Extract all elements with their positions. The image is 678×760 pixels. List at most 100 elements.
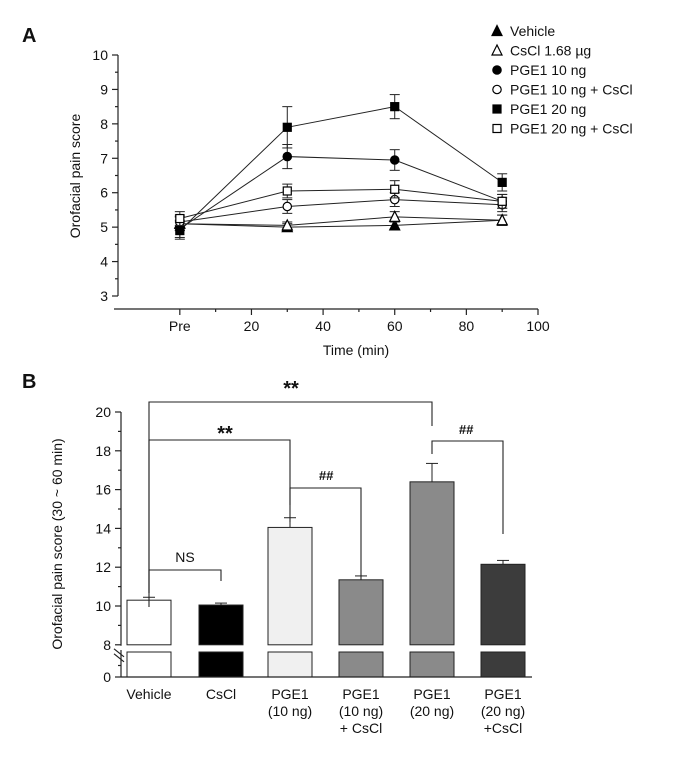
panel-a-data-point <box>497 177 507 187</box>
panel-a-series-2 <box>174 144 508 238</box>
panel-a-data-point <box>497 196 507 206</box>
panel-a-legend-label: PGE1 10 ng + CsCl <box>510 82 633 98</box>
panel-b-axis-break-mark <box>113 648 125 658</box>
panel-a-x-tick-label: 60 <box>387 318 403 334</box>
panel-a-y-tick-label: 3 <box>100 288 108 304</box>
panel-a-y-tick-label: 7 <box>100 150 108 166</box>
panel-a-series-group <box>173 94 509 240</box>
panel-a-y-tick-label: 6 <box>100 185 108 201</box>
panel-a-legend-marker <box>491 43 503 56</box>
panel-a-data-point <box>282 122 292 132</box>
panel-a-y-tick-label: 5 <box>100 219 108 235</box>
panel-b-bar <box>480 563 526 646</box>
panel-b-bar-lower <box>409 651 455 678</box>
panel-b-category-line: PGE1 <box>413 686 451 702</box>
panel-a-data-point <box>388 209 401 222</box>
panel-a-data-point <box>282 201 293 212</box>
panel-b-category-label: CsCl <box>206 686 236 702</box>
panel-b-y-tick-label: 12 <box>95 559 111 575</box>
panel-a-x-tick-label: 80 <box>459 318 475 334</box>
panel-b-bar-lower <box>198 651 244 678</box>
panel-b-bracket-line <box>431 440 504 534</box>
panel-b-category-line: (20 ng) <box>410 703 454 719</box>
panel-b-significance-label: NS <box>175 549 194 565</box>
panel-b-y-tick-label: 8 <box>103 637 111 653</box>
panel-a-label: A <box>22 25 36 47</box>
panel-b-bar <box>409 481 455 646</box>
panel-b-bars <box>121 462 532 678</box>
panel-a-series-4 <box>174 94 508 240</box>
panel-a-series-line <box>179 216 503 226</box>
panel-b-bar-lower <box>338 651 384 678</box>
panel-b-y-tick-label: 10 <box>95 598 111 614</box>
panel-b-y-axis-title: Orofacial pain score (30 ~ 60 min) <box>49 438 65 649</box>
panel-b-bar-lower <box>267 651 313 678</box>
panel-b-bar <box>198 604 244 646</box>
panel-a-series-1 <box>173 209 509 232</box>
panel-b-significance-bracket: NS <box>148 549 222 607</box>
panel-b-category-label: PGE1 (20 ng) <box>410 686 454 719</box>
panel-a-data-point <box>390 184 400 194</box>
panel-a-data-point <box>388 218 401 231</box>
panel-a-series-line <box>179 188 503 220</box>
panel-a-legend-label: PGE1 20 ng <box>510 101 586 117</box>
panel-b-category-line: PGE1 <box>342 686 380 702</box>
panel-b-bar-group-4 <box>409 462 455 678</box>
panel-b-bar-chart: B 0 8 10 12 14 16 18 20 Orofacial pain score (3… <box>22 371 532 736</box>
panel-b-category-line: PGE1 <box>271 686 309 702</box>
panel-b-significance-label: ** <box>217 423 233 445</box>
panel-a-data-point <box>496 213 509 226</box>
panel-a-data-point <box>175 213 185 224</box>
panel-b-category-line: (20 ng) <box>481 703 525 719</box>
panel-a-series-5 <box>174 180 508 226</box>
panel-b-bar-group-2 <box>267 517 313 678</box>
panel-b-category-line: Vehicle <box>126 686 171 702</box>
panel-b-bar-group-1 <box>198 602 244 678</box>
panel-b-significance-label: ** <box>283 378 299 400</box>
panel-a-series-line <box>179 199 503 223</box>
panel-b-x-axis: Vehicle CsCl PGE1 (10 ng)PGE1 (10 ng) + CsClP… <box>126 686 525 736</box>
panel-b-bar-lower <box>480 651 526 678</box>
panel-b-category-label: PGE1 (10 ng) + CsCl <box>339 686 383 736</box>
panel-a-x-axis-title: Time (min) <box>323 342 389 358</box>
panel-a-data-point <box>282 151 293 162</box>
panel-a-legend-marker <box>492 84 502 95</box>
panel-b-category-label: PGE1 (10 ng) <box>268 686 312 719</box>
panel-b-bar-group-3 <box>338 575 384 678</box>
panel-a-data-point <box>282 186 292 196</box>
panel-a-x-axis: Pre 20 40 60 80 100 <box>114 308 550 334</box>
panel-b-significance-bracket: ## <box>431 422 504 534</box>
panel-a-legend-label: CsCl 1.68 µg <box>510 43 591 59</box>
panel-a-y-axis: 3 4 5 6 7 8 9 10 <box>92 47 119 304</box>
panel-b-significance-label: ## <box>459 422 474 437</box>
panel-a-x-tick-label: Pre <box>169 318 191 334</box>
panel-b-bar <box>267 526 313 646</box>
panel-b-category-line: CsCl <box>206 686 236 702</box>
panel-b-y-tick-label: 18 <box>95 443 111 459</box>
panel-b-significance: NS ** ** ## ## <box>148 378 504 607</box>
panel-a-y-tick-label: 8 <box>100 116 108 132</box>
panel-b-significance-bracket: ** <box>148 378 433 593</box>
panel-b-y-tick-label: 16 <box>95 482 111 498</box>
panel-b-bar-lower <box>126 651 172 678</box>
panel-b-category-line: + CsCl <box>340 720 382 736</box>
panel-a-series-line <box>179 106 503 231</box>
panel-b-y-axis: 0 8 10 12 14 16 18 20 <box>95 404 125 685</box>
panel-b-bar-group-5 <box>480 559 526 678</box>
panel-b-bar-group-0 <box>126 596 172 678</box>
panel-b-category-line: (10 ng) <box>339 703 383 719</box>
panel-a-legend-marker <box>492 123 502 134</box>
panel-a-y-axis-title: Orofacial pain score <box>67 114 83 239</box>
panel-b-significance-label: ## <box>319 468 334 483</box>
panel-a-x-tick-label: 40 <box>315 318 331 334</box>
panel-a-data-point <box>281 218 294 231</box>
panel-a-x-tick-label: 100 <box>526 318 550 334</box>
panel-b-axis-break-mark <box>113 653 125 663</box>
panel-b-bracket-line <box>148 401 433 593</box>
panel-a-legend-marker <box>491 24 503 37</box>
panel-a-data-point <box>389 155 400 165</box>
panel-b-category-line: +CsCl <box>484 720 523 736</box>
panel-b-y-tick-label: 14 <box>95 520 111 536</box>
panel-a-y-tick-label: 4 <box>100 254 108 270</box>
